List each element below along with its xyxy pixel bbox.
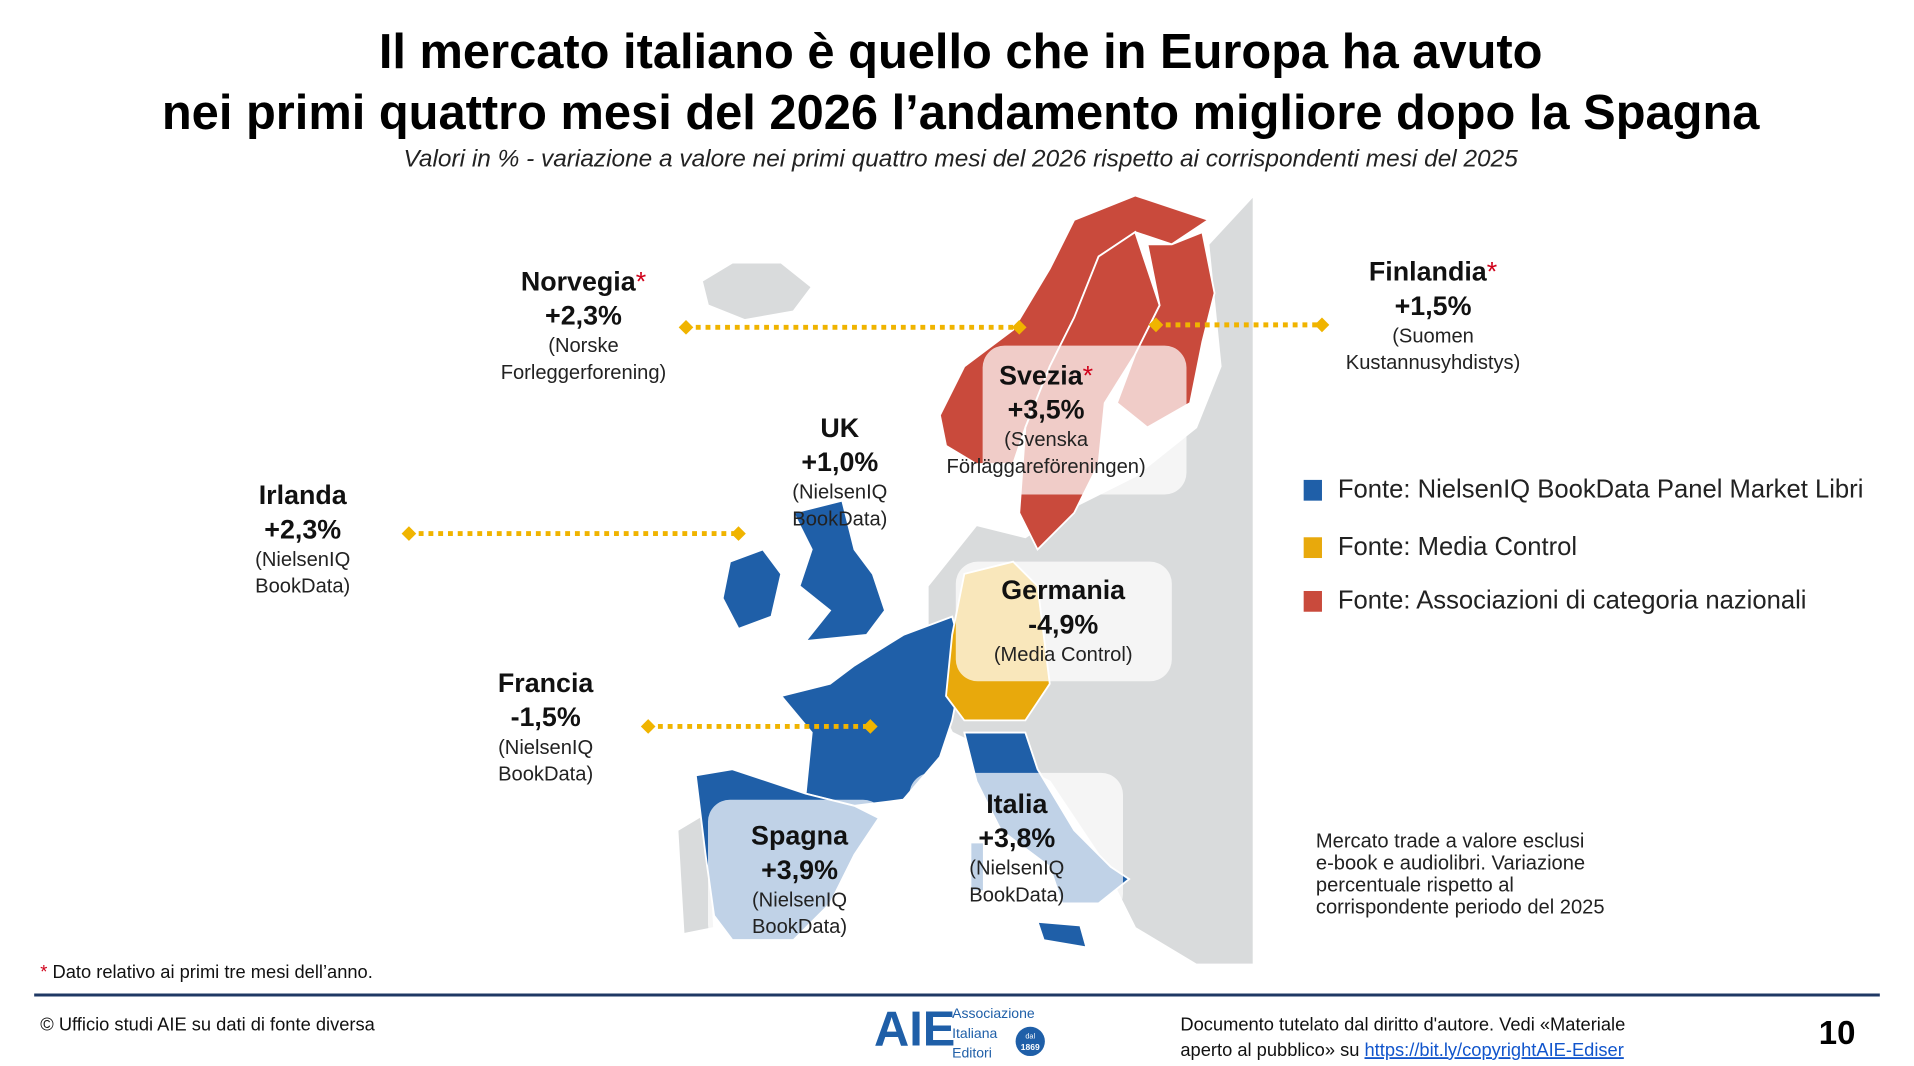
country-change: +3,9% [761, 855, 838, 885]
country-name: Spagna [751, 821, 849, 851]
country-name: Svezia* [999, 360, 1094, 390]
country-change: +3,8% [978, 823, 1055, 853]
copyright: Documento tutelato dal diritto d'autore.… [1180, 1013, 1625, 1034]
legend-label: Fonte: Associazioni di categoria naziona… [1338, 587, 1807, 615]
country-change: +2,3% [264, 514, 341, 544]
country-source: (Media Control) [994, 644, 1133, 666]
country-source: (NielsenIQ [752, 889, 847, 911]
asterisk: * [1487, 257, 1498, 287]
country-name-text: Italia [986, 789, 1048, 819]
country-source: (NielsenIQ [255, 549, 350, 571]
country-name: Irlanda [259, 480, 348, 510]
country-name-text: Germania [1001, 575, 1126, 605]
country-name-text: Finlandia [1369, 257, 1488, 287]
label-box [955, 561, 1172, 682]
leader-end [640, 719, 656, 734]
leader-end [1314, 317, 1330, 333]
subtitle: Valori in % - variazione a valore nei pr… [404, 146, 1519, 173]
leader-end [1148, 317, 1164, 333]
asterisk: * [40, 961, 47, 982]
country-name-text: Norvegia [521, 266, 637, 296]
country-change: +1,0% [801, 447, 878, 477]
legend-label: Fonte: NielsenIQ BookData Panel Market L… [1338, 476, 1864, 504]
country-source: Kustannusyhdistys) [1346, 352, 1521, 374]
leader-end [731, 526, 746, 541]
country-change: -4,9% [1028, 609, 1098, 639]
country-name-text: Francia [498, 668, 595, 698]
leader-end [401, 526, 417, 541]
logo-acronym: AIE [874, 1003, 955, 1057]
copyright: aperto al pubblico» su https://bit.ly/co… [1180, 1039, 1623, 1060]
country-source: BookData) [792, 508, 887, 530]
country-source: BookData) [255, 576, 350, 598]
country-change: +3,5% [1008, 395, 1085, 425]
country-change: +2,3% [545, 301, 622, 331]
country-name: Norvegia* [521, 266, 647, 296]
credit: © Ufficio studi AIE su dati di fonte div… [40, 1013, 375, 1034]
country-change: -1,5% [511, 702, 581, 732]
logo-badge-text: dal [1025, 1031, 1035, 1040]
country-name: Francia [498, 668, 595, 698]
country-name-text: UK [820, 413, 859, 443]
country-source: (Svenska [1004, 429, 1089, 451]
country-name: Italia [986, 789, 1048, 819]
label-box [982, 345, 1187, 495]
page-number: 10 [1819, 1014, 1856, 1051]
logo-name: Editori [952, 1044, 992, 1060]
country-name-text: Irlanda [259, 480, 348, 510]
logo-badge [1015, 1026, 1045, 1057]
footnote: * Dato relativo ai primi tre mesi dell’a… [40, 961, 373, 982]
country-source: (NielsenIQ [498, 737, 593, 759]
country-source: BookData) [498, 764, 593, 786]
legend-swatch [1303, 479, 1322, 501]
link[interactable]: https://bit.ly/copyrightAIE-Ediser [1365, 1039, 1624, 1060]
note: corrispondente periodo del 2025 [1316, 897, 1605, 919]
leader-end [863, 719, 878, 734]
legend-label: Fonte: Media Control [1338, 533, 1577, 561]
title: nei primi quattro mesi del 2026 l’andame… [162, 86, 1760, 140]
logo-name: Associazione [952, 1005, 1035, 1021]
asterisk: * [1083, 360, 1094, 390]
country-source: BookData) [969, 884, 1064, 906]
country-name-text: Spagna [751, 821, 849, 851]
logo-name: Italiana [952, 1025, 997, 1041]
country-change: +1,5% [1395, 291, 1472, 321]
leader-end [1011, 319, 1027, 335]
country-source: (NielsenIQ [969, 858, 1064, 880]
logo-badge-text: 1869 [1021, 1042, 1040, 1052]
country-source: (Suomen [1392, 325, 1474, 347]
country-source: Förläggareföreningen) [947, 456, 1146, 478]
title: Il mercato italiano è quello che in Euro… [379, 25, 1543, 79]
legend-swatch [1303, 537, 1322, 559]
label-box [909, 772, 1124, 916]
country-name: Finlandia* [1369, 257, 1498, 287]
note: e-book e audiolibri. Variazione [1316, 853, 1585, 875]
country-source: Forleggerforening) [501, 362, 667, 384]
country-name-text: Svezia [999, 360, 1084, 390]
legend-swatch [1303, 590, 1322, 612]
footnote-text: Dato relativo ai primi tre mesi dell’ann… [47, 961, 372, 982]
note: Mercato trade a valore esclusi [1316, 831, 1584, 853]
note: percentuale rispetto al [1316, 875, 1514, 897]
copyright-text: aperto al pubblico» su [1180, 1039, 1364, 1060]
country-source: BookData) [752, 916, 847, 938]
leader-end [678, 319, 694, 335]
country-source: (Norske [548, 335, 618, 357]
country-name: UK [820, 413, 859, 443]
country-name: Germania [1001, 575, 1126, 605]
label-box [707, 799, 885, 947]
asterisk: * [636, 266, 647, 296]
country-source: (NielsenIQ [792, 482, 887, 504]
